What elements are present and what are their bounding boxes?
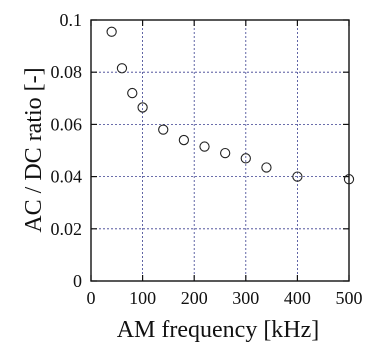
x-tick-label: 100 (129, 288, 156, 308)
axis-ticks (90, 19, 350, 282)
y-axis-label: AC / DC ratio [-] (21, 67, 47, 232)
y-tick-label: 0.1 (60, 10, 83, 30)
plot-area (90, 19, 350, 282)
x-axis-label: AM frequency [kHz] (117, 317, 320, 343)
y-tick-label: 0.08 (51, 62, 83, 82)
data-points (106, 26, 355, 185)
data-point (292, 171, 303, 182)
data-point (158, 124, 169, 135)
data-point (137, 102, 148, 113)
data-point (106, 26, 117, 37)
y-tick-labels: 0 0.02 0.04 0.06 0.08 0.1 (51, 10, 83, 291)
data-point (178, 134, 190, 146)
y-tick-label: 0.06 (51, 114, 83, 134)
data-point (127, 87, 138, 99)
grid-lines (91, 20, 349, 281)
data-point (220, 147, 231, 159)
x-tick-labels: 0 100 200 300 400 500 (87, 288, 363, 308)
x-tick-label: 500 (336, 288, 363, 308)
data-point (343, 174, 355, 185)
y-tick-label: 0.04 (51, 167, 83, 187)
data-point (240, 153, 251, 164)
y-tick-label: 0 (73, 271, 82, 291)
x-tick-label: 0 (87, 288, 96, 308)
x-tick-label: 400 (284, 288, 311, 308)
data-point (116, 63, 128, 74)
data-point (261, 162, 272, 173)
data-point (199, 141, 210, 152)
x-tick-label: 300 (232, 288, 259, 308)
y-tick-label: 0.02 (51, 219, 83, 239)
x-tick-label: 200 (181, 288, 208, 308)
